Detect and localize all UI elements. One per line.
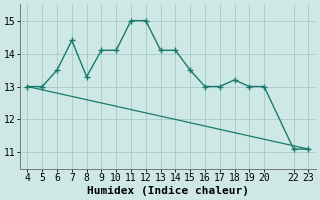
- X-axis label: Humidex (Indice chaleur): Humidex (Indice chaleur): [87, 186, 249, 196]
